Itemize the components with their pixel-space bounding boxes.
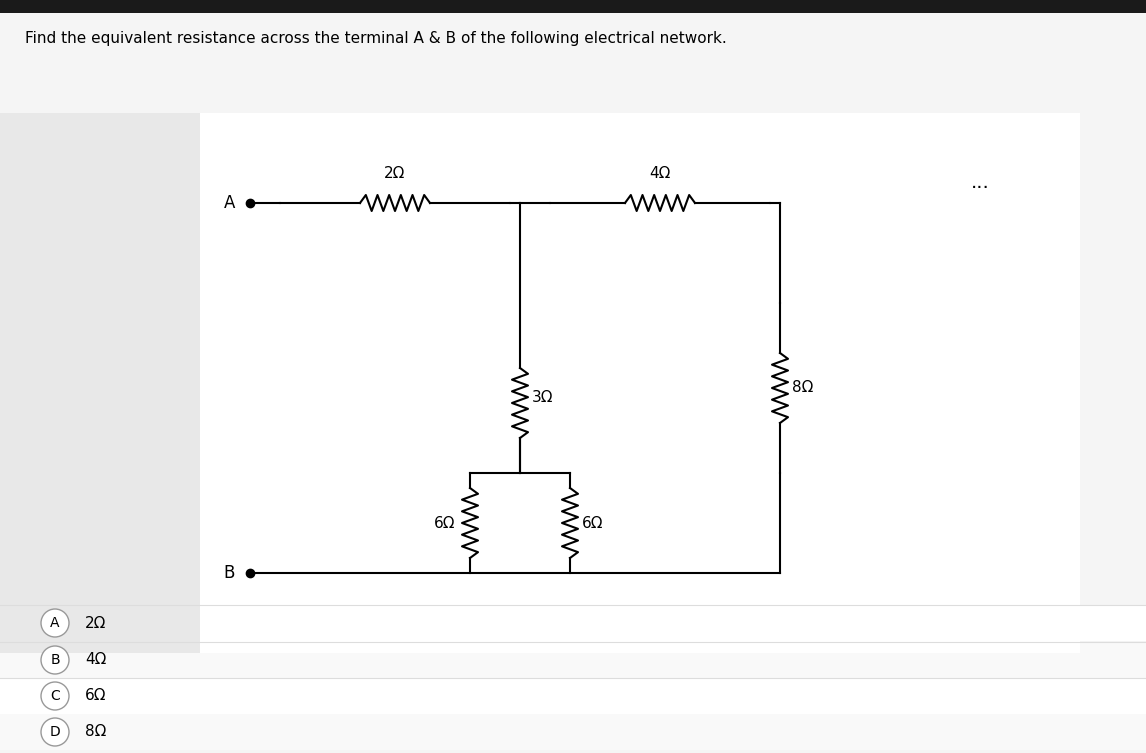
Text: 2Ω: 2Ω	[85, 615, 107, 630]
FancyBboxPatch shape	[0, 113, 201, 653]
FancyBboxPatch shape	[0, 0, 1146, 13]
Text: 2Ω: 2Ω	[384, 166, 406, 181]
FancyBboxPatch shape	[0, 642, 1146, 678]
Text: 8Ω: 8Ω	[85, 724, 107, 739]
Text: B: B	[50, 653, 60, 667]
Text: D: D	[49, 725, 61, 739]
FancyBboxPatch shape	[0, 714, 1146, 750]
Text: Find the equivalent resistance across the terminal A & B of the following electr: Find the equivalent resistance across th…	[25, 31, 727, 45]
Circle shape	[41, 718, 69, 746]
Text: A: A	[50, 616, 60, 630]
Circle shape	[41, 609, 69, 637]
Circle shape	[41, 682, 69, 710]
FancyBboxPatch shape	[201, 113, 1080, 653]
Text: 4Ω: 4Ω	[650, 166, 670, 181]
Text: 6Ω: 6Ω	[582, 516, 604, 531]
FancyBboxPatch shape	[0, 678, 1146, 714]
FancyBboxPatch shape	[0, 605, 1146, 641]
Text: 6Ω: 6Ω	[85, 688, 107, 703]
Text: C: C	[50, 689, 60, 703]
Text: B: B	[223, 564, 235, 582]
Text: 6Ω: 6Ω	[433, 516, 455, 531]
Text: ...: ...	[971, 173, 989, 193]
Text: 4Ω: 4Ω	[85, 653, 107, 667]
Text: 8Ω: 8Ω	[792, 380, 814, 395]
Circle shape	[41, 646, 69, 674]
Text: 3Ω: 3Ω	[532, 391, 554, 406]
Text: A: A	[223, 194, 235, 212]
